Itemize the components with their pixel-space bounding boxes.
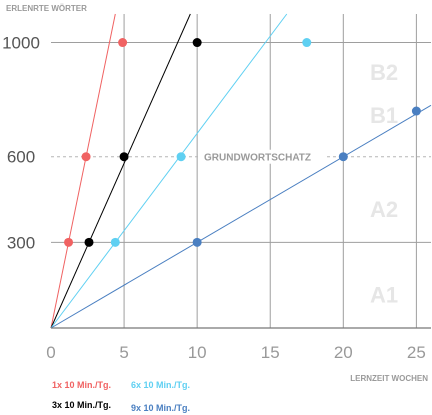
- y-tick-label: 300: [7, 233, 35, 252]
- data-point: [119, 152, 129, 162]
- x-tick-labels: 0 5 10 15 20 25: [46, 343, 426, 362]
- y-tick-label: 600: [7, 148, 35, 167]
- data-point: [176, 152, 186, 162]
- x-tick-label: 15: [261, 343, 280, 362]
- reference-line-label: GRUNDWORTSCHATZ: [204, 153, 311, 164]
- y-tick-label: 1000: [2, 34, 40, 53]
- x-tick-label: 10: [188, 343, 207, 362]
- series-line-4: [50, 104, 432, 329]
- data-point: [192, 237, 202, 247]
- x-tick-label: 0: [46, 343, 55, 362]
- legend-item-3x: 3x 10 Min./Tg.: [52, 400, 111, 410]
- x-tick-label: 20: [334, 343, 353, 362]
- series-line-2: [50, 13, 191, 329]
- level-label-b1: B1: [370, 103, 398, 128]
- data-point: [84, 237, 94, 247]
- data-point: [411, 106, 421, 116]
- legend-label: 3x 10 Min./Tg.: [52, 400, 112, 410]
- data-point: [64, 237, 74, 247]
- y-axis-label: ERLENRTE WÖRTER: [6, 4, 87, 13]
- legend-item-6x: 6x 10 Min./Tg.: [131, 380, 190, 390]
- data-point: [302, 38, 312, 48]
- legend-label: 9x 10 Min./Tg.: [131, 403, 191, 413]
- legend-item-1x: 1x 10 Min./Tg.: [52, 380, 111, 390]
- x-axis-label: LERNZEIT WOCHEN: [350, 374, 428, 383]
- data-point: [192, 38, 202, 48]
- data-point: [338, 152, 348, 162]
- legend-label: 6x 10 Min./Tg.: [131, 380, 191, 390]
- level-label-a1: A1: [370, 283, 398, 308]
- level-labels: A1 A2 B1 B2: [370, 60, 398, 308]
- reference-label-background: [200, 149, 326, 164]
- level-label-a2: A2: [370, 197, 398, 222]
- y-tick-labels: 300 600 1000: [2, 34, 40, 253]
- x-tick-label: 25: [407, 343, 426, 362]
- level-label-b2: B2: [370, 60, 398, 85]
- series-line-3: [50, 13, 288, 329]
- series-line-1: [50, 13, 116, 329]
- series-lines: [50, 13, 432, 329]
- legend-label: 1x 10 Min./Tg.: [52, 380, 112, 390]
- data-point: [118, 38, 128, 48]
- x-tick-label: 5: [119, 343, 128, 362]
- legend-item-9x: 9x 10 Min./Tg.: [131, 403, 190, 413]
- data-point: [110, 237, 120, 247]
- data-point: [81, 152, 91, 162]
